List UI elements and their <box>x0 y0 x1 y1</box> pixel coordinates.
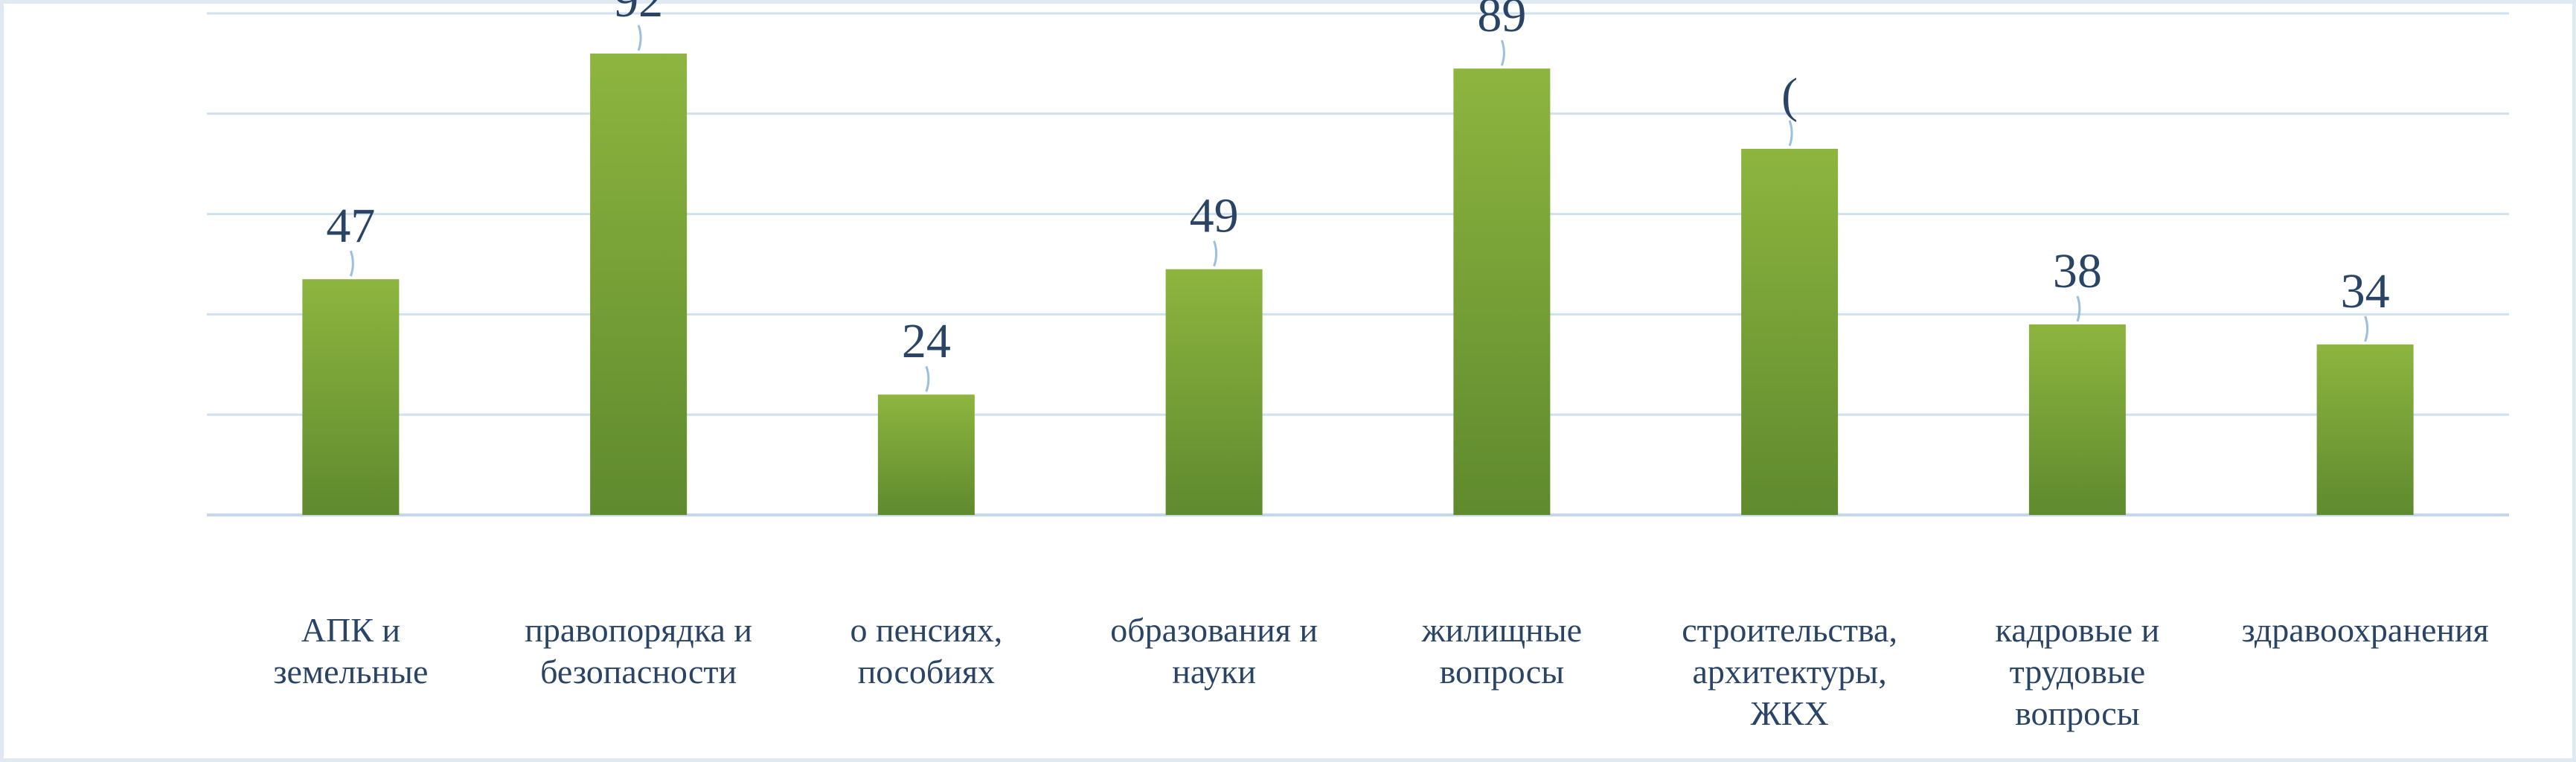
data-label-leader <box>349 250 354 277</box>
bar <box>1741 148 1839 516</box>
bar <box>1165 269 1263 515</box>
bar <box>590 53 688 516</box>
data-label: ( <box>1781 68 1798 123</box>
category-label-line: правопорядка и <box>525 611 752 649</box>
data-label: 34 <box>2341 264 2390 318</box>
category-label: образования и науки <box>1110 611 1318 691</box>
category-label-line: вопросы <box>1440 653 1565 691</box>
category-label-line: о пенсиях, <box>850 611 1002 649</box>
data-label-leader <box>2076 295 2081 322</box>
category-label-line: трудовые <box>2010 653 2146 691</box>
data-label: 89 <box>1477 0 1526 42</box>
data-label-leader <box>1213 240 1218 267</box>
category-label-line: здравоохранения <box>2241 611 2488 649</box>
category-label-line: безопасности <box>540 653 737 691</box>
data-label: 92 <box>614 0 663 28</box>
category-label: правопорядка и безопасности <box>525 611 752 691</box>
category-label-line: вопросы <box>2015 694 2140 732</box>
data-label-leader <box>925 365 930 392</box>
bar <box>2316 344 2414 515</box>
category-label-line: науки <box>1172 653 1256 691</box>
bar <box>2028 324 2126 515</box>
category-label-line: земельные <box>273 653 428 691</box>
category-label: кадровые и трудовые вопросы <box>1996 611 2160 732</box>
data-label: 47 <box>326 199 375 253</box>
category-label-line: ЖКХ <box>1751 694 1829 732</box>
data-label-leader <box>1500 39 1505 66</box>
category-label: здравоохранения <box>2241 611 2488 649</box>
category-label-line: жилищные <box>1421 611 1582 649</box>
category-label: АПК и земельные <box>273 611 428 691</box>
data-label: 24 <box>902 314 951 368</box>
category-label-line: образования и <box>1110 611 1318 649</box>
data-label-leader <box>2364 316 2369 342</box>
category-label-line: пособиях <box>858 653 995 691</box>
data-label-leader <box>637 25 642 51</box>
category-label-line: строительства, <box>1682 611 1897 649</box>
category-label-line: АПК и <box>301 611 400 649</box>
category-label-line: кадровые и <box>1996 611 2160 649</box>
category-label: о пенсиях, пособиях <box>850 611 1002 691</box>
data-label: 49 <box>1190 189 1239 243</box>
bar <box>1453 68 1551 515</box>
data-label: 38 <box>2053 244 2102 298</box>
category-label: строительства, архитектуры, ЖКХ <box>1682 611 1897 732</box>
category-label-line: архитектуры, <box>1693 653 1887 691</box>
bar <box>302 279 400 515</box>
bar <box>877 394 975 515</box>
data-label-leader <box>1788 120 1793 147</box>
category-label: жилищные вопросы <box>1421 611 1582 691</box>
